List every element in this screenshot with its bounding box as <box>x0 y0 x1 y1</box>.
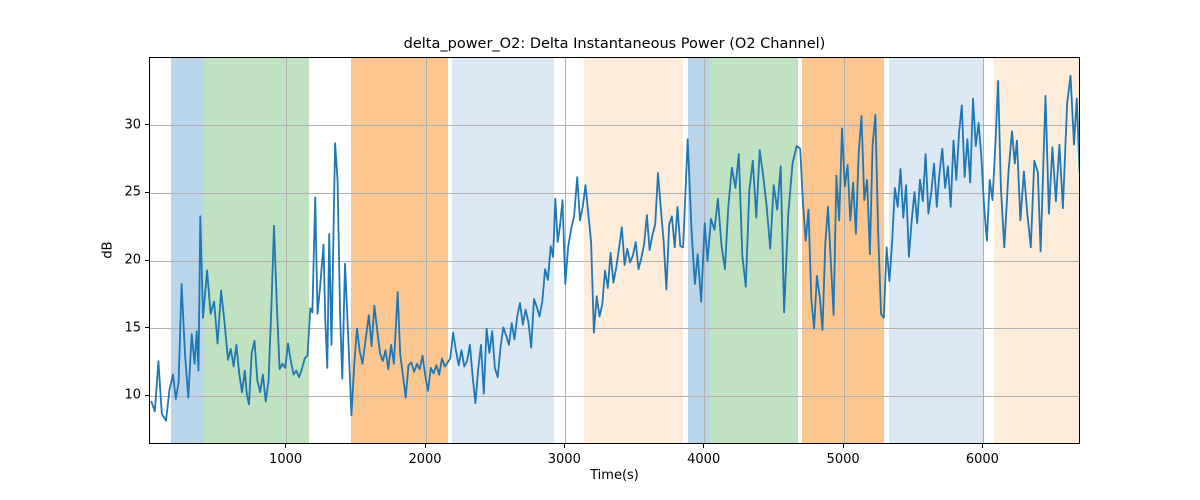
band-lightblue-2 <box>888 58 983 443</box>
x-tick-label: 6000 <box>965 452 999 467</box>
signal-line-layer <box>150 74 1079 422</box>
x-tick-label: 5000 <box>826 452 860 467</box>
signal-line <box>150 74 1079 422</box>
band-green-1 <box>203 58 309 443</box>
x-tick-mark <box>285 444 287 448</box>
band-lightorange-2 <box>994 58 1079 443</box>
y-tick-label: 25 <box>124 184 141 200</box>
x-tick-label: 2000 <box>408 452 442 467</box>
y-tick-mark <box>145 191 149 193</box>
y-gridline <box>150 260 1079 262</box>
x-axis-label: Time(s) <box>590 468 639 483</box>
x-gridline <box>704 58 706 443</box>
x-gridline <box>425 58 427 443</box>
chart-title: delta_power_O2: Delta Instantaneous Powe… <box>403 36 826 52</box>
y-tick-label: 15 <box>124 320 141 336</box>
y-tick-mark <box>145 327 149 329</box>
y-gridline <box>150 125 1079 127</box>
y-tick-mark <box>145 124 149 126</box>
y-tick-mark <box>145 394 149 396</box>
x-tick-mark <box>842 444 844 448</box>
y-tick-label: 30 <box>124 117 141 133</box>
band-blue-2 <box>687 58 710 443</box>
band-lightblue-1 <box>452 58 554 443</box>
x-tick-mark <box>981 444 984 448</box>
y-tick-mark <box>145 259 149 261</box>
y-tick-label: 10 <box>124 387 141 403</box>
plot-area <box>149 57 1080 444</box>
y-gridline <box>150 192 1079 194</box>
x-tick-mark <box>424 444 426 448</box>
x-tick-label: 1000 <box>269 452 303 467</box>
x-gridline <box>843 58 845 443</box>
x-gridline <box>982 58 984 443</box>
x-tick-mark <box>703 444 705 448</box>
y-tick-label: 20 <box>124 252 141 268</box>
band-orange-1 <box>351 58 448 443</box>
x-gridline <box>564 58 566 443</box>
x-gridline <box>286 58 288 443</box>
x-tick-label: 3000 <box>547 452 581 467</box>
y-gridline <box>150 328 1079 330</box>
x-tick-label: 4000 <box>687 452 721 467</box>
x-tick-mark <box>563 444 565 448</box>
y-gridline <box>150 395 1079 397</box>
